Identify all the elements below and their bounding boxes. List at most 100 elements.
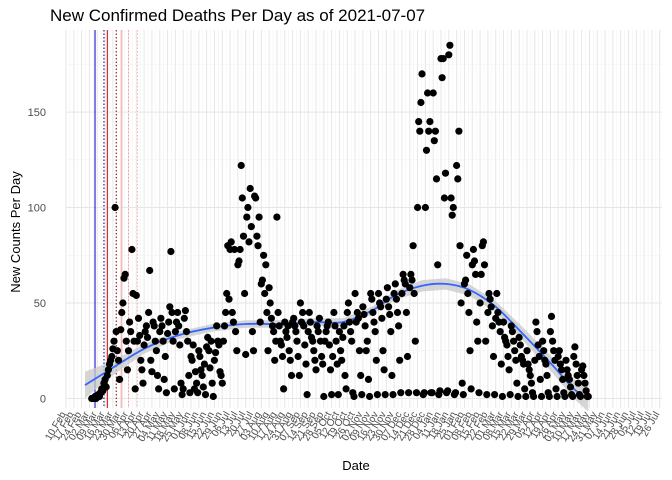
chart-title: New Confirmed Deaths Per Day as of 2021-…: [50, 6, 426, 25]
data-point: [188, 356, 196, 364]
data-point: [133, 337, 141, 345]
data-point: [306, 318, 314, 326]
data-point: [310, 347, 318, 355]
data-point: [110, 337, 118, 345]
data-point: [414, 203, 422, 212]
data-point: [245, 238, 253, 246]
data-point: [249, 347, 258, 355]
data-point: [241, 289, 249, 298]
data-point: [218, 379, 226, 387]
data-point: [185, 371, 193, 380]
data-point: [532, 318, 540, 326]
data-point: [152, 347, 160, 355]
data-point: [453, 161, 461, 170]
data-point: [464, 289, 472, 298]
data-point: [379, 347, 387, 355]
data-point: [543, 371, 551, 380]
data-point: [562, 356, 570, 364]
data-point: [390, 289, 398, 298]
data-point: [285, 347, 293, 355]
data-point: [455, 127, 463, 135]
data-point: [198, 371, 206, 380]
data-point: [103, 371, 111, 380]
data-point: [176, 341, 184, 349]
data-point: [426, 118, 434, 126]
data-point: [369, 308, 377, 317]
data-point: [274, 308, 282, 317]
data-point: [126, 318, 134, 326]
data-point: [514, 392, 522, 401]
data-point: [553, 392, 561, 401]
data-point: [304, 328, 312, 336]
data-point: [263, 308, 271, 317]
data-point: [569, 392, 577, 401]
data-point: [201, 391, 210, 399]
data-point: [178, 391, 186, 399]
data-point: [372, 356, 380, 364]
data-point: [418, 70, 426, 78]
data-point: [584, 392, 592, 401]
data-point: [431, 127, 439, 135]
data-point: [127, 328, 135, 336]
data-point: [338, 356, 346, 364]
data-point: [330, 308, 338, 317]
data-point: [363, 337, 371, 345]
data-point: [380, 366, 388, 374]
data-point: [385, 303, 393, 311]
data-point: [254, 242, 262, 250]
data-point: [148, 368, 156, 376]
data-point: [314, 328, 322, 336]
data-point: [504, 352, 512, 361]
data-point: [347, 328, 355, 336]
data-point: [482, 337, 490, 345]
data-point: [579, 362, 587, 370]
data-point: [256, 318, 264, 326]
data-point: [295, 371, 303, 380]
data-point: [123, 366, 131, 374]
data-point: [244, 203, 252, 212]
y-tick-label: 150: [28, 107, 46, 119]
data-point: [208, 379, 216, 387]
data-point: [533, 328, 541, 336]
data-point: [391, 280, 399, 288]
data-point: [474, 337, 482, 345]
data-point: [169, 337, 177, 345]
data-point: [116, 375, 124, 383]
data-point: [268, 322, 277, 330]
data-point: [210, 356, 218, 364]
data-point: [377, 303, 385, 311]
data-point: [114, 356, 123, 364]
data-point: [392, 295, 400, 303]
data-point: [225, 295, 233, 303]
data-point: [512, 356, 520, 364]
data-point: [102, 383, 110, 391]
data-point: [104, 366, 112, 374]
data-point: [445, 51, 453, 59]
data-point: [434, 261, 442, 269]
data-point: [436, 387, 444, 395]
data-point: [497, 360, 505, 368]
data-point: [515, 333, 523, 341]
data-point: [566, 383, 575, 391]
data-point: [353, 308, 361, 317]
data-point: [498, 392, 506, 401]
data-point: [184, 337, 192, 345]
data-point: [508, 328, 516, 336]
data-point: [382, 295, 390, 303]
data-point: [432, 175, 441, 183]
data-point: [550, 347, 558, 355]
data-point: [283, 333, 291, 341]
data-point: [402, 308, 410, 317]
data-point: [248, 328, 256, 336]
data-point: [395, 322, 403, 330]
data-point: [546, 328, 555, 336]
data-point: [227, 238, 235, 246]
data-point: [368, 295, 376, 303]
data-point: [155, 385, 163, 393]
data-point: [456, 242, 464, 250]
data-point: [496, 328, 504, 336]
data-point: [540, 347, 548, 355]
data-point: [499, 318, 508, 326]
data-point: [193, 379, 201, 387]
